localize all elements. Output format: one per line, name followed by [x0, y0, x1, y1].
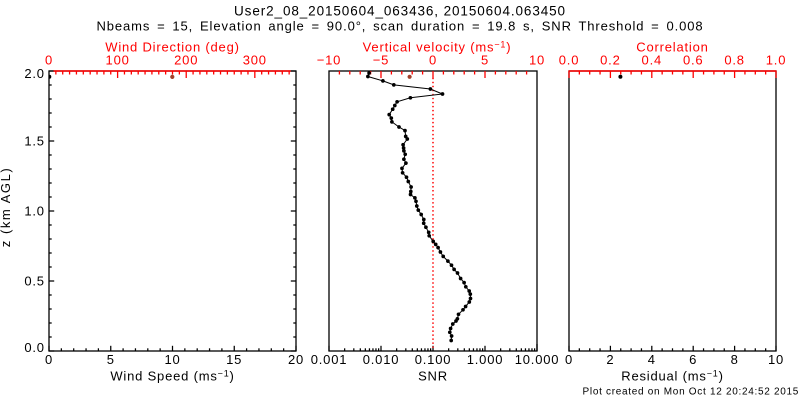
svg-text:z (km AGL): z (km AGL) [0, 167, 13, 248]
svg-text:0: 0 [429, 53, 437, 68]
svg-text:4: 4 [648, 352, 656, 367]
svg-text:5: 5 [107, 352, 115, 367]
svg-text:5: 5 [481, 53, 489, 68]
svg-text:200: 200 [174, 53, 198, 68]
svg-text:100: 100 [106, 53, 130, 68]
svg-text:0.100: 0.100 [415, 352, 452, 367]
svg-text:Vertical velocity (ms−1): Vertical velocity (ms−1) [363, 40, 512, 55]
svg-text:10: 10 [164, 352, 180, 367]
svg-text:Correlation: Correlation [636, 40, 708, 55]
svg-text:SNR: SNR [418, 369, 448, 384]
svg-text:0.0: 0.0 [24, 340, 44, 355]
svg-text:6: 6 [689, 352, 697, 367]
svg-text:0: 0 [45, 53, 53, 68]
svg-text:10: 10 [768, 352, 784, 367]
svg-text:0: 0 [45, 352, 53, 367]
svg-text:300: 300 [243, 53, 267, 68]
svg-text:1.0: 1.0 [766, 53, 786, 68]
svg-text:0.2: 0.2 [600, 53, 620, 68]
svg-text:10: 10 [529, 53, 545, 68]
svg-text:Wind Direction (deg): Wind Direction (deg) [105, 40, 240, 55]
svg-text:0.010: 0.010 [363, 352, 400, 367]
svg-text:0.4: 0.4 [642, 53, 662, 68]
svg-text:Wind Speed (ms−1): Wind Speed (ms−1) [110, 369, 234, 384]
svg-text:0.8: 0.8 [724, 53, 744, 68]
svg-text:−10: −10 [317, 53, 341, 68]
svg-text:8: 8 [731, 352, 739, 367]
svg-text:15: 15 [226, 352, 242, 367]
svg-text:Nbeams = 15, Elevation angle =: Nbeams = 15, Elevation angle = 90.0°, sc… [96, 19, 703, 34]
svg-text:0.0: 0.0 [559, 53, 579, 68]
svg-text:−5: −5 [373, 53, 389, 68]
svg-text:0.6: 0.6 [683, 53, 703, 68]
svg-text:0.5: 0.5 [24, 274, 44, 289]
svg-text:1.000: 1.000 [467, 352, 504, 367]
svg-text:10.000: 10.000 [515, 352, 560, 367]
svg-text:20: 20 [288, 352, 304, 367]
svg-text:1.0: 1.0 [24, 204, 44, 219]
svg-text:1.5: 1.5 [24, 134, 44, 149]
svg-text:Residual (ms−1): Residual (ms−1) [621, 369, 723, 384]
svg-text:0: 0 [565, 352, 573, 367]
svg-text:0.001: 0.001 [311, 352, 348, 367]
svg-text:2: 2 [606, 352, 614, 367]
svg-text:2.0: 2.0 [24, 66, 44, 81]
svg-text:User2_08_20150604_063436, 2015: User2_08_20150604_063436, 20150604.06345… [234, 4, 566, 19]
svg-text:Plot created on Mon Oct 12 20:: Plot created on Mon Oct 12 20:24:52 2015 [583, 387, 799, 398]
